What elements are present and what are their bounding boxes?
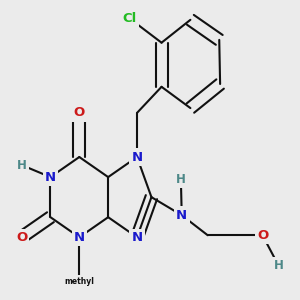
Text: O: O [257,229,268,242]
Text: O: O [74,106,85,119]
Text: H: H [17,158,26,172]
Text: N: N [131,231,142,244]
Text: N: N [45,171,56,184]
Text: N: N [176,209,187,222]
Text: O: O [16,231,27,244]
Text: H: H [176,172,186,186]
Text: N: N [74,231,85,244]
Text: methyl: methyl [64,277,94,286]
Text: Cl: Cl [123,12,137,25]
Text: H: H [274,259,283,272]
Text: N: N [131,151,142,164]
